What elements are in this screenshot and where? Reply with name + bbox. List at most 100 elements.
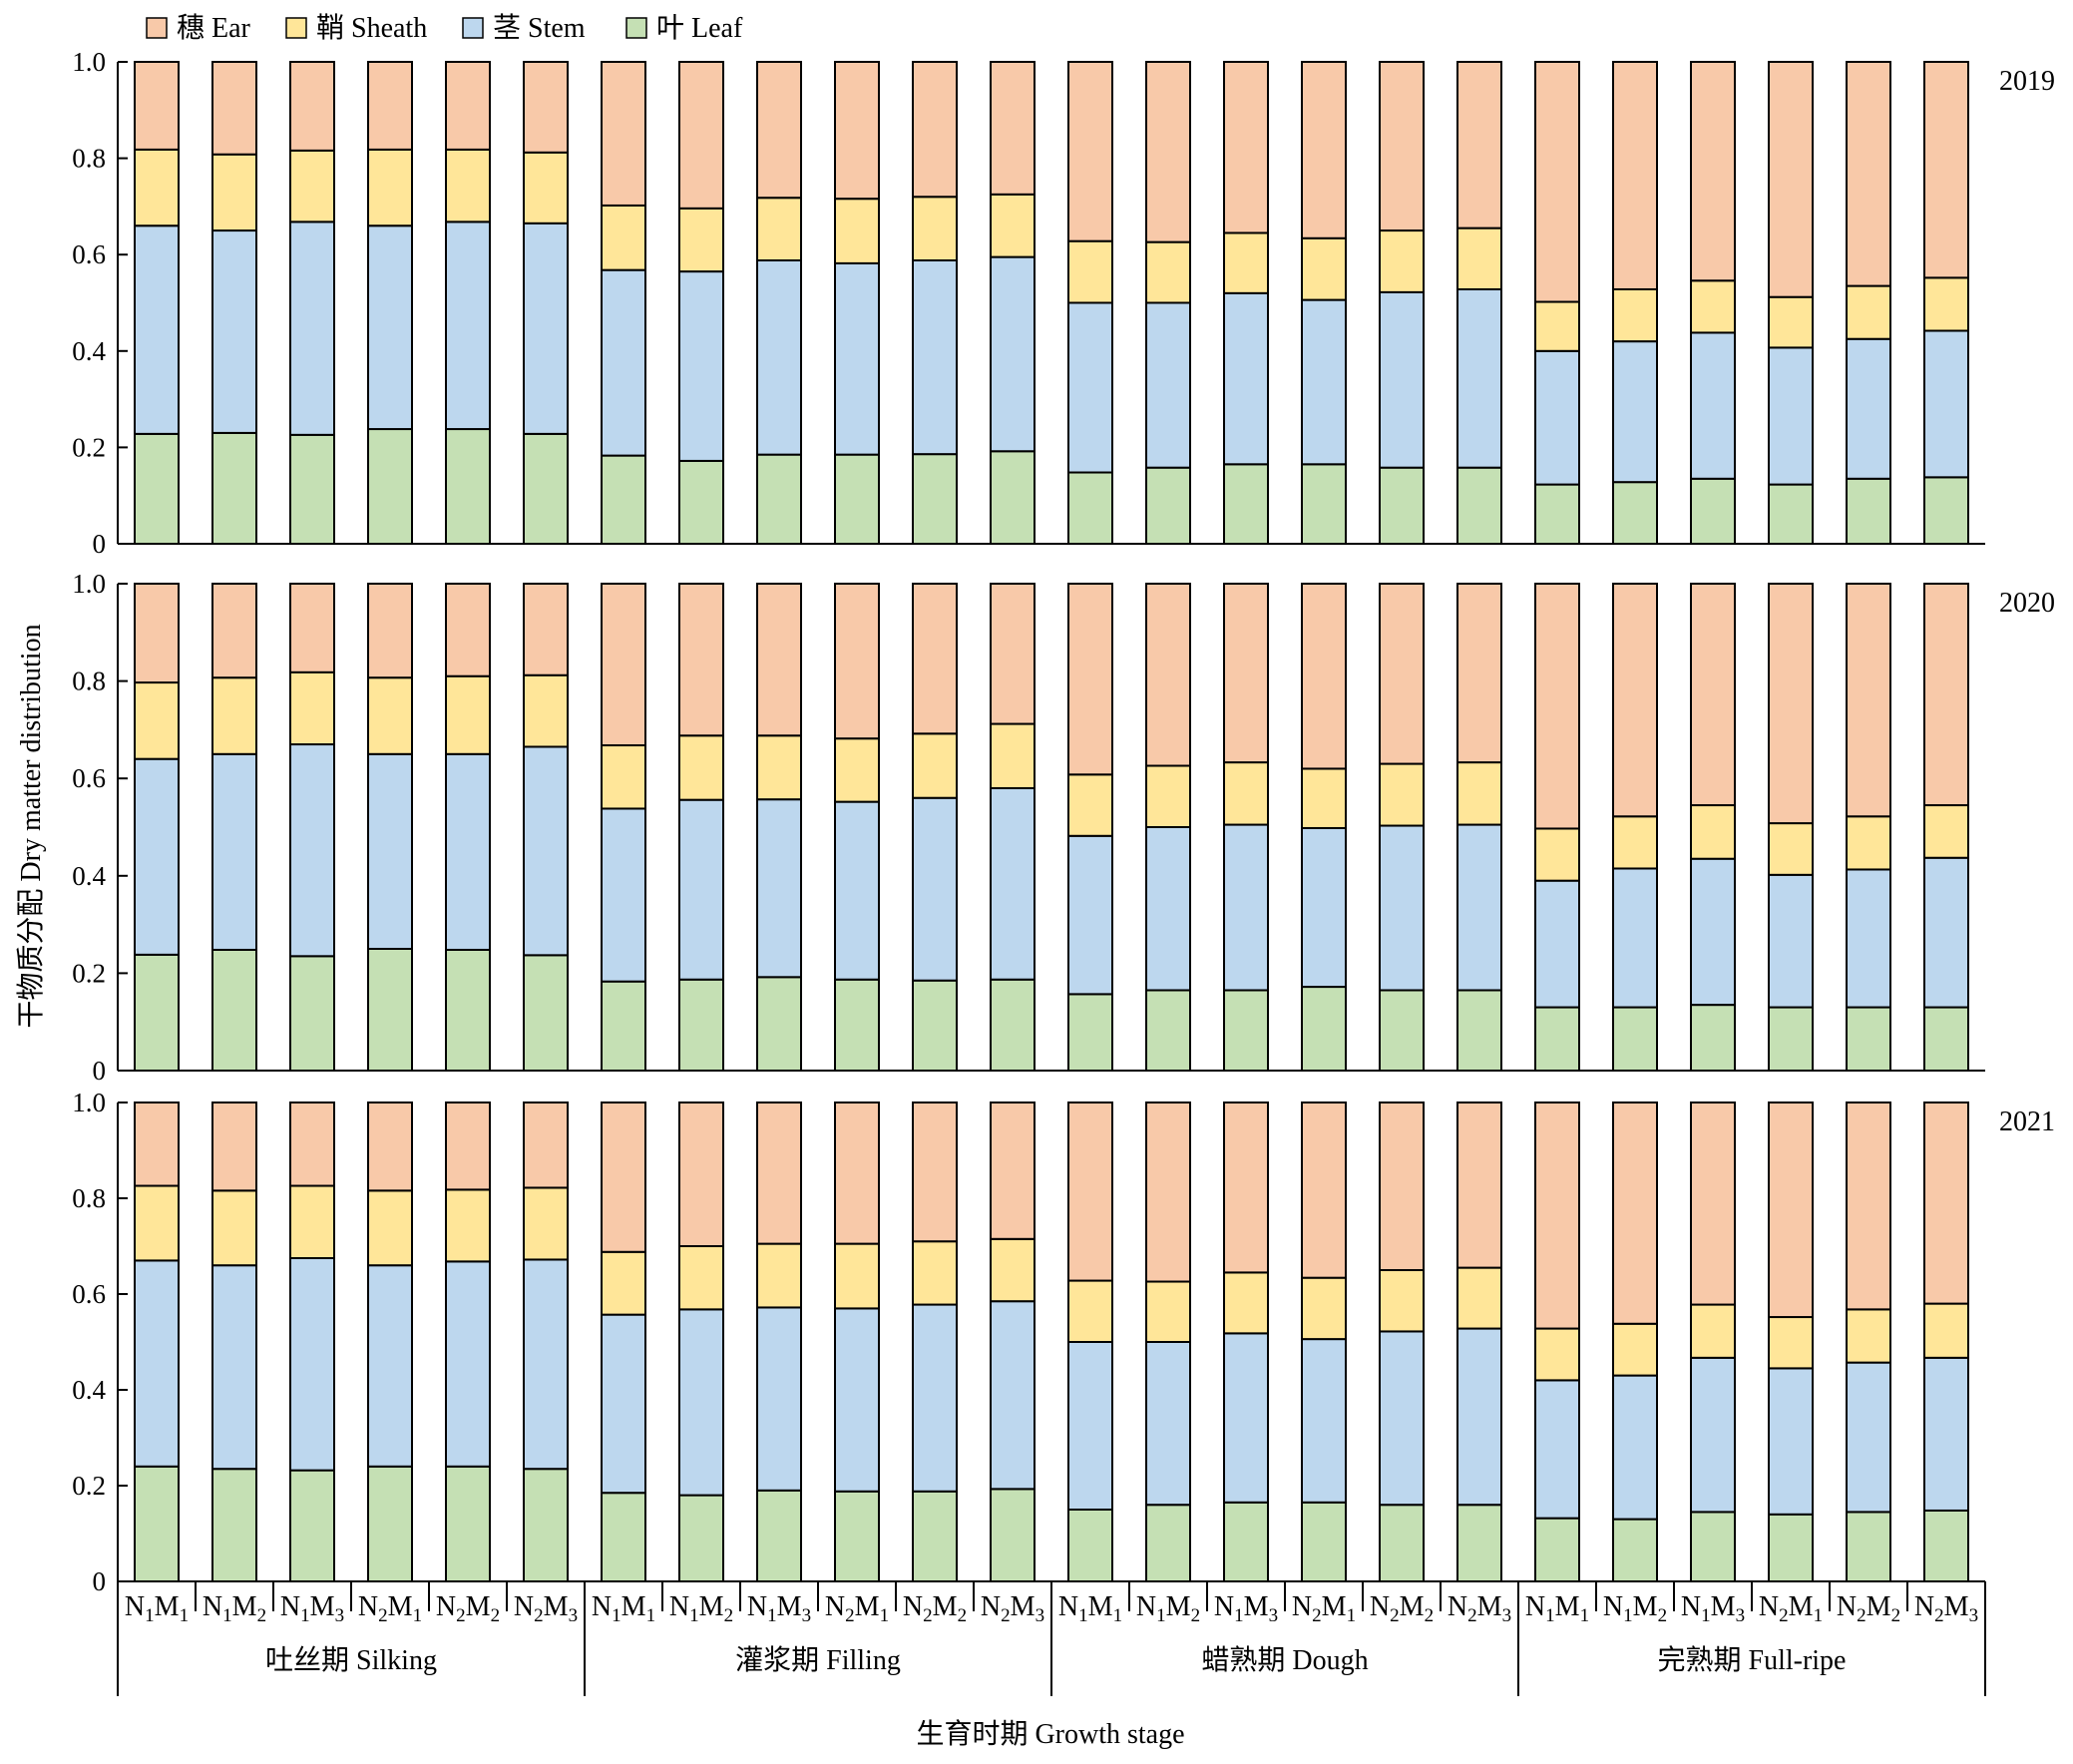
treatment-label: N2M2: [1370, 1591, 1434, 1626]
bar-segment-sheath: [912, 1240, 958, 1306]
bar-segment-leaf: [1223, 463, 1269, 545]
bar-segment-stem: [834, 1307, 880, 1493]
bar-segment-stem: [1846, 1361, 1891, 1514]
bar-segment-sheath: [1768, 1316, 1814, 1370]
bar-segment-ear: [756, 583, 802, 737]
bar-segment-stem: [523, 221, 569, 435]
bar-segment-ear: [445, 1102, 491, 1191]
bar-segment-sheath: [990, 1237, 1036, 1303]
bar-segment-sheath: [1923, 276, 1969, 332]
treatment-subscript: 1: [767, 1605, 777, 1626]
y-tick-label: 0.6: [72, 763, 106, 793]
bar-segment-sheath: [523, 151, 569, 224]
bar-segment-ear: [134, 583, 180, 684]
bar-segment-stem: [211, 229, 257, 434]
bar-segment-ear: [990, 61, 1036, 196]
bar-segment-ear: [1067, 1102, 1113, 1282]
bar-segment-sheath: [1768, 822, 1814, 876]
legend-swatch-sheath: [285, 17, 307, 39]
bar-segment-ear: [367, 61, 413, 151]
bar-segment-sheath: [211, 1189, 257, 1267]
bar-segment-ear: [1223, 583, 1269, 764]
treatment-letter: N: [125, 1591, 145, 1622]
treatment-subscript: 1: [1623, 1605, 1633, 1626]
bar-segment-leaf: [289, 1469, 335, 1583]
bar-segment-stem: [601, 268, 646, 457]
bar-segment-leaf: [1379, 989, 1425, 1072]
bar-segment-sheath: [367, 676, 413, 755]
treatment-letter: N: [592, 1591, 612, 1622]
panel-2019: 0 0.2 0.4 0.6 0.8 1.0 2019: [72, 47, 2055, 559]
bar-segment-leaf: [1379, 466, 1425, 546]
bar-segment-stem: [523, 1258, 569, 1471]
panel-year-label: 2020: [1999, 588, 2055, 619]
bar-segment-leaf: [1768, 483, 1814, 546]
y-tick-label: 0: [93, 529, 107, 559]
bar-segment-stem: [601, 807, 646, 983]
legend-item-sheath: 鞘 Sheath: [285, 12, 427, 44]
bar-segment-leaf: [834, 1490, 880, 1583]
bar-segment-leaf: [445, 948, 491, 1073]
treatment-subscript: 3: [1502, 1605, 1512, 1626]
treatment-subscript: 2: [1934, 1605, 1944, 1626]
treatment-subscript: 1: [689, 1605, 699, 1626]
bar-segment-sheath: [834, 737, 880, 803]
bar-segment-leaf: [1145, 989, 1191, 1072]
bar-segment-ear: [1301, 61, 1347, 239]
bar-segment-ear: [678, 1102, 724, 1247]
legend-label-leaf: 叶 Leaf: [656, 13, 743, 44]
stage-label: 吐丝期 Silking: [265, 1644, 437, 1676]
bar-segment-sheath: [1690, 279, 1736, 334]
bar-segment-leaf: [1768, 1513, 1814, 1583]
treatment-label: N1M1: [1525, 1591, 1589, 1626]
bar-segment-ear: [211, 61, 257, 156]
treatment-letter: N: [1603, 1591, 1623, 1622]
treatment-subscript: 2: [456, 1605, 466, 1626]
bar-segment-stem: [1690, 1356, 1736, 1514]
treatment-letter: M: [1322, 1591, 1347, 1622]
treatment-letter: N: [1292, 1591, 1312, 1622]
bar-segment-stem: [1456, 287, 1502, 469]
legend-label-ear: 穗 Ear: [177, 12, 251, 44]
bar-segment-leaf: [134, 953, 180, 1073]
panel-2020: 0 0.2 0.4 0.6 0.8 1.0 2020: [72, 569, 2055, 1086]
bar-segment-ear: [289, 61, 335, 152]
bar-segment-stem: [678, 798, 724, 981]
bar-segment-ear: [1768, 61, 1814, 298]
y-tick-label: 0.6: [72, 1279, 106, 1309]
bar-segment-leaf: [1223, 1501, 1269, 1583]
treatment-label: N2M1: [1292, 1591, 1356, 1626]
treatment-label: N2M1: [1759, 1591, 1823, 1626]
treatment-letter: N: [1525, 1591, 1545, 1622]
bar-segment-stem: [1768, 1367, 1814, 1516]
treatment-letter: N: [669, 1591, 689, 1622]
bar-segment-ear: [1534, 61, 1580, 303]
panel-year-label: 2021: [1999, 1106, 2055, 1137]
bar-segment-sheath: [1534, 300, 1580, 352]
treatment-subscript: 1: [880, 1605, 890, 1626]
bar-segment-stem: [1456, 1327, 1502, 1507]
y-tick-label: 0: [93, 1056, 107, 1086]
bar-segment-ear: [1456, 583, 1502, 764]
bar-segment-stem: [756, 258, 802, 456]
treatment-letter: N: [203, 1591, 222, 1622]
treatment-letter: M: [1477, 1591, 1502, 1622]
bar-segment-stem: [1612, 867, 1658, 1009]
bar-segment-stem: [912, 1303, 958, 1493]
bar-segment-ear: [601, 583, 646, 747]
treatment-letter: M: [1866, 1591, 1891, 1622]
legend: 穗 Ear 鞘 Sheath 茎 Stem 叶 Leaf: [146, 12, 743, 44]
y-tick-label: 1.0: [72, 569, 106, 599]
bar-segment-ear: [1301, 583, 1347, 770]
bar-segment-leaf: [445, 1465, 491, 1583]
bar-segment-leaf: [1379, 1504, 1425, 1582]
bar-segment-sheath: [990, 722, 1036, 789]
bar-segment-leaf: [912, 453, 958, 545]
bar-segment-stem: [1223, 1332, 1269, 1504]
bar-segment-ear: [678, 583, 724, 737]
bar-segment-ear: [289, 1102, 335, 1187]
treatment-label: N1M2: [1136, 1591, 1200, 1626]
bar-segment-leaf: [1768, 1006, 1814, 1072]
bar-segment-stem: [1923, 329, 1969, 479]
